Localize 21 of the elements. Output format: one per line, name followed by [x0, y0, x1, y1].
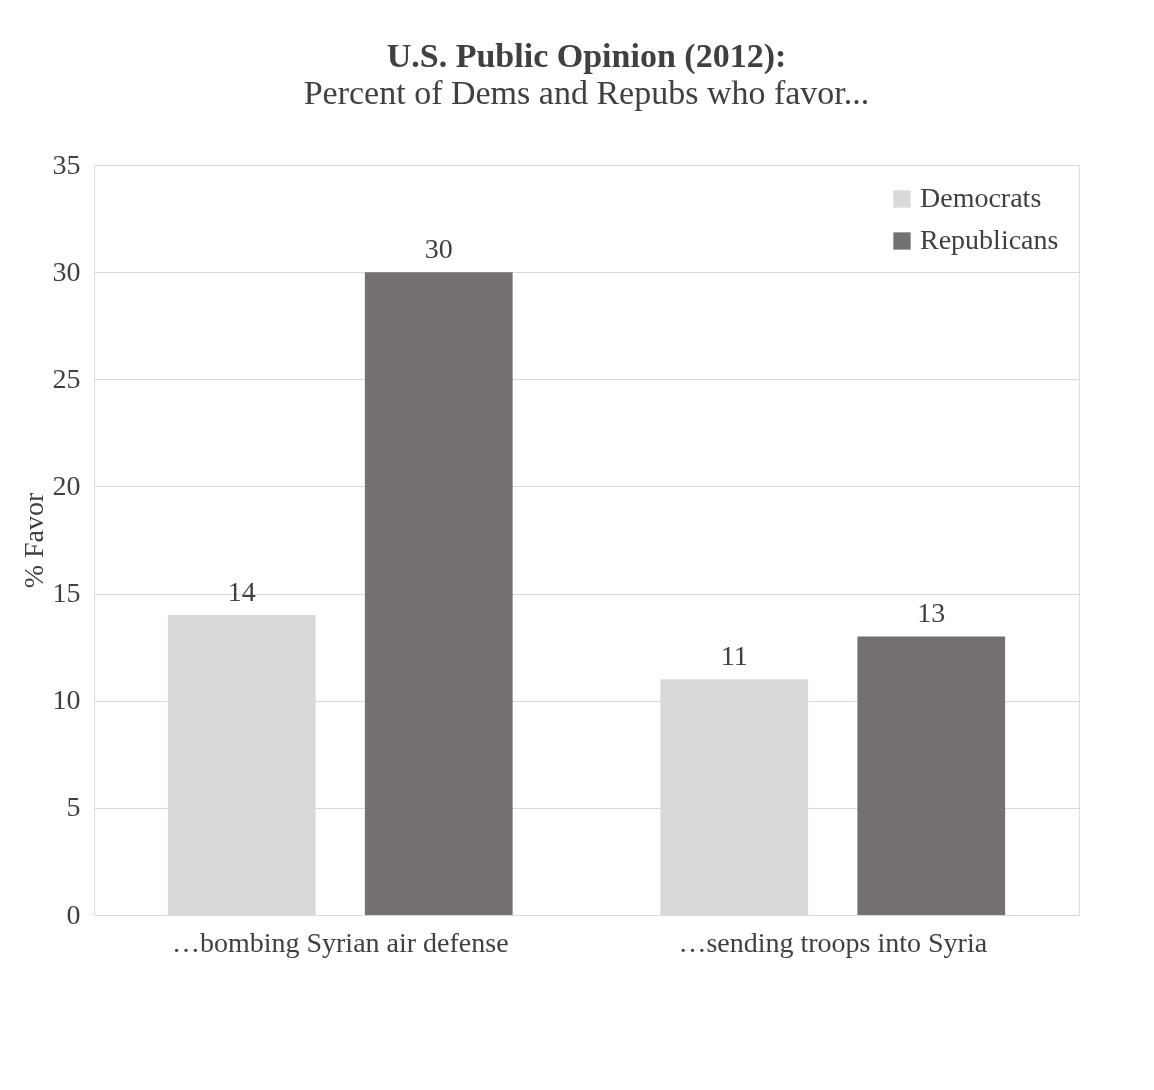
y-tick-label: 20 — [52, 469, 81, 501]
chart-subtitle: Percent of Dems and Repubs who favor... — [303, 74, 870, 111]
bar — [857, 636, 1006, 915]
data-label: 14 — [227, 576, 256, 607]
bar — [364, 272, 513, 915]
y-tick-label: 10 — [52, 684, 81, 716]
y-tick-label: 15 — [52, 577, 81, 609]
y-tick-label: 5 — [66, 791, 81, 823]
y-tick-label: 30 — [52, 255, 81, 287]
y-tick-label: 25 — [52, 362, 81, 394]
chart-title: U.S. Public Opinion (2012): — [386, 37, 787, 75]
data-label: 11 — [720, 640, 748, 672]
legend-label: Democrats — [920, 182, 1042, 213]
x-tick-label: …bombing Syrian air defense — [171, 926, 509, 958]
y-axis-title: % Favor — [17, 492, 49, 589]
x-tick-label: …sending troops into Syria — [678, 926, 988, 958]
data-label: 13 — [917, 597, 946, 629]
y-tick-label: 0 — [66, 898, 81, 930]
y-tick-label: 35 — [52, 148, 81, 180]
data-label: 30 — [424, 233, 453, 265]
legend-label: Republicans — [920, 224, 1059, 255]
